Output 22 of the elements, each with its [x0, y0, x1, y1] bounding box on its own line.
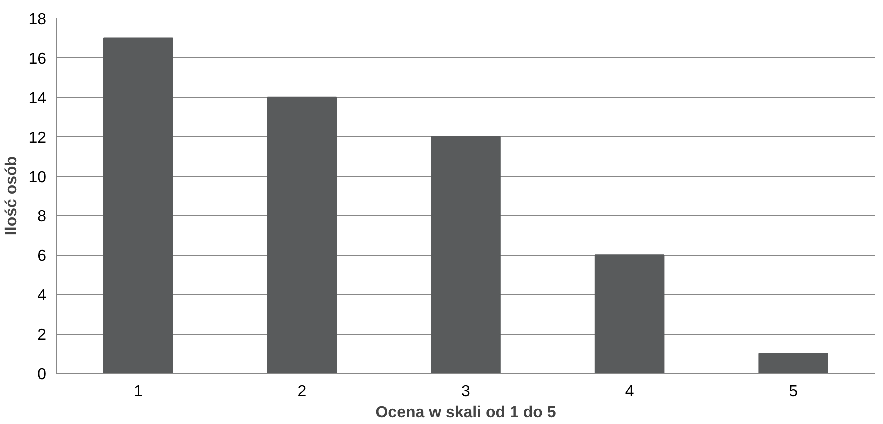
y-tick-label: 16: [28, 50, 47, 68]
bar: [594, 254, 665, 374]
y-tick-label: 14: [28, 90, 47, 108]
y-axis-title: Ilość osób: [4, 156, 21, 236]
bar: [758, 353, 828, 374]
x-tick-label: 5: [789, 384, 798, 400]
y-tick-label: 18: [28, 12, 47, 28]
x-axis-title: Ocena w skali od 1 do 5: [376, 404, 556, 422]
x-tick-label: 4: [625, 384, 634, 400]
x-tick-label: 2: [298, 384, 307, 400]
y-tick-label: 0: [38, 366, 47, 384]
bar: [104, 38, 174, 374]
y-tick-label: 12: [28, 130, 47, 147]
y-tick-label: 6: [38, 248, 47, 266]
x-tick-label: 3: [462, 384, 471, 400]
bar: [267, 96, 338, 374]
y-tick-label: 8: [38, 208, 47, 226]
bar: [431, 136, 501, 374]
y-tick-label: 10: [28, 169, 47, 186]
x-tick-label: 1: [134, 384, 143, 400]
y-tick-label: 4: [38, 288, 47, 305]
y-tick-label: 2: [38, 327, 47, 344]
